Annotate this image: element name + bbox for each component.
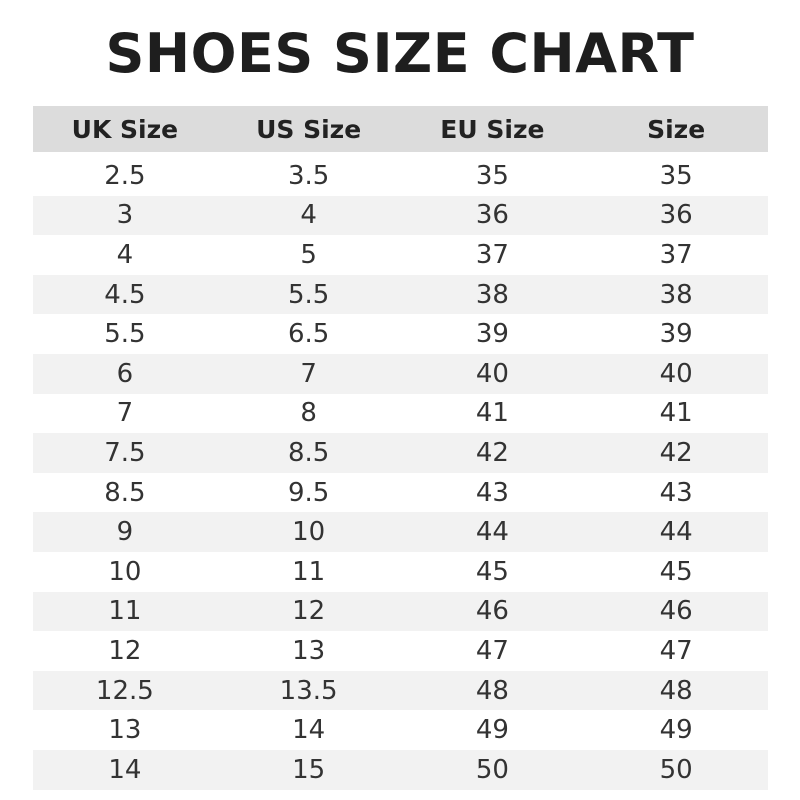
table-row: 12.5 13.5 48 48 xyxy=(33,670,768,711)
cell-uk-size: 2.5 xyxy=(104,160,146,191)
cell-us-size: 9.5 xyxy=(287,477,330,508)
cell-uk-size: 3 xyxy=(33,195,217,236)
cell-us-size: 8.5 xyxy=(216,433,401,473)
cell-us-size: 13.5 xyxy=(216,670,401,711)
cell-us-size: 7 xyxy=(216,353,401,394)
cell-eu-size: 44 xyxy=(400,512,585,552)
cell-eu-size: 42 xyxy=(400,433,585,473)
table-row: 6 7 40 40 xyxy=(33,353,768,394)
cell-us-size: 5.5 xyxy=(216,274,401,315)
cell-us-size: 13 xyxy=(292,635,326,666)
cell-us-size: 14 xyxy=(292,715,326,746)
cell-size: 44 xyxy=(584,512,768,552)
cell-size: 41 xyxy=(659,398,693,429)
cell-size: 46 xyxy=(584,591,768,632)
cell-size: 50 xyxy=(584,749,768,790)
cell-size: 36 xyxy=(584,195,768,236)
cell-us-size: 8 xyxy=(300,398,317,429)
cell-size: 40 xyxy=(584,353,768,394)
cell-uk-size: 7.5 xyxy=(33,433,217,473)
size-table: UK Size US Size EU Size Size 2.5 3.5 35 35 3… xyxy=(33,106,768,790)
table-header-row: UK Size US Size EU Size Size xyxy=(33,106,768,152)
table-row: 13 14 49 49 xyxy=(33,710,768,750)
cell-eu-size: 39 xyxy=(475,319,509,350)
table-row: 7.5 8.5 42 42 xyxy=(33,433,768,473)
cell-size: 39 xyxy=(659,319,693,350)
cell-eu-size: 47 xyxy=(475,635,509,666)
cell-size: 38 xyxy=(584,274,768,315)
cell-uk-size: 4 xyxy=(116,239,134,270)
cell-eu-size: 43 xyxy=(475,477,509,508)
table-row: 9 10 44 44 xyxy=(33,512,768,552)
cell-uk-size: 9 xyxy=(33,512,217,552)
cell-uk-size: 5.5 xyxy=(104,319,146,350)
cell-eu-size: 41 xyxy=(475,398,509,429)
cell-size: 48 xyxy=(584,670,768,711)
cell-uk-size: 6 xyxy=(33,353,217,394)
cell-uk-size: 14 xyxy=(33,749,217,790)
table-row: 3 4 36 36 xyxy=(33,195,768,236)
header-size: Size xyxy=(584,106,768,152)
table-row: 12 13 47 47 xyxy=(33,631,768,671)
cell-size: 42 xyxy=(584,433,768,473)
cell-size: 37 xyxy=(659,239,693,270)
cell-uk-size: 7 xyxy=(116,398,134,429)
cell-uk-size: 12 xyxy=(108,635,142,666)
header-eu-size: EU Size xyxy=(400,106,585,152)
table-body: 2.5 3.5 35 35 3 4 36 36 4 5 37 37 4.5 5.5 38 38 5.5 6.5 39… xyxy=(33,152,768,790)
cell-uk-size: 8.5 xyxy=(104,477,146,508)
cell-us-size: 4 xyxy=(216,195,401,236)
cell-eu-size: 37 xyxy=(475,239,509,270)
spacer-cell xyxy=(33,152,768,156)
table-row: 4 5 37 37 xyxy=(33,235,768,275)
cell-size: 35 xyxy=(659,160,693,191)
cell-us-size: 15 xyxy=(216,749,401,790)
header-spacer xyxy=(33,152,768,156)
table-row: 2.5 3.5 35 35 xyxy=(33,156,768,196)
table-row: 11 12 46 46 xyxy=(33,591,768,632)
cell-eu-size: 46 xyxy=(400,591,585,632)
cell-us-size: 11 xyxy=(292,556,326,587)
cell-eu-size: 36 xyxy=(400,195,585,236)
cell-us-size: 5 xyxy=(300,239,317,270)
cell-eu-size: 49 xyxy=(475,715,509,746)
table-row: 4.5 5.5 38 38 xyxy=(33,274,768,315)
cell-us-size: 10 xyxy=(216,512,401,552)
page-title: SHOES SIZE CHART xyxy=(105,22,695,85)
cell-eu-size: 35 xyxy=(475,160,509,191)
table-row: 14 15 50 50 xyxy=(33,749,768,790)
table-row: 10 11 45 45 xyxy=(33,552,768,592)
cell-eu-size: 48 xyxy=(400,670,585,711)
cell-eu-size: 40 xyxy=(400,353,585,394)
cell-uk-size: 12.5 xyxy=(33,670,217,711)
cell-us-size: 12 xyxy=(216,591,401,632)
cell-size: 49 xyxy=(659,715,693,746)
header-us-size: US Size xyxy=(216,106,401,152)
cell-eu-size: 50 xyxy=(400,749,585,790)
cell-uk-size: 4.5 xyxy=(33,274,217,315)
cell-uk-size: 13 xyxy=(108,715,142,746)
table-row: 5.5 6.5 39 39 xyxy=(33,314,768,354)
cell-us-size: 3.5 xyxy=(287,160,330,191)
cell-uk-size: 10 xyxy=(108,556,142,587)
cell-size: 45 xyxy=(659,556,693,587)
header-uk-size: UK Size xyxy=(33,106,217,152)
cell-eu-size: 45 xyxy=(475,556,509,587)
cell-size: 43 xyxy=(659,477,693,508)
table-row: 7 8 41 41 xyxy=(33,394,768,434)
cell-us-size: 6.5 xyxy=(287,319,330,350)
cell-uk-size: 11 xyxy=(33,591,217,632)
cell-eu-size: 38 xyxy=(400,274,585,315)
cell-size: 47 xyxy=(659,635,693,666)
table-row: 8.5 9.5 43 43 xyxy=(33,473,768,513)
